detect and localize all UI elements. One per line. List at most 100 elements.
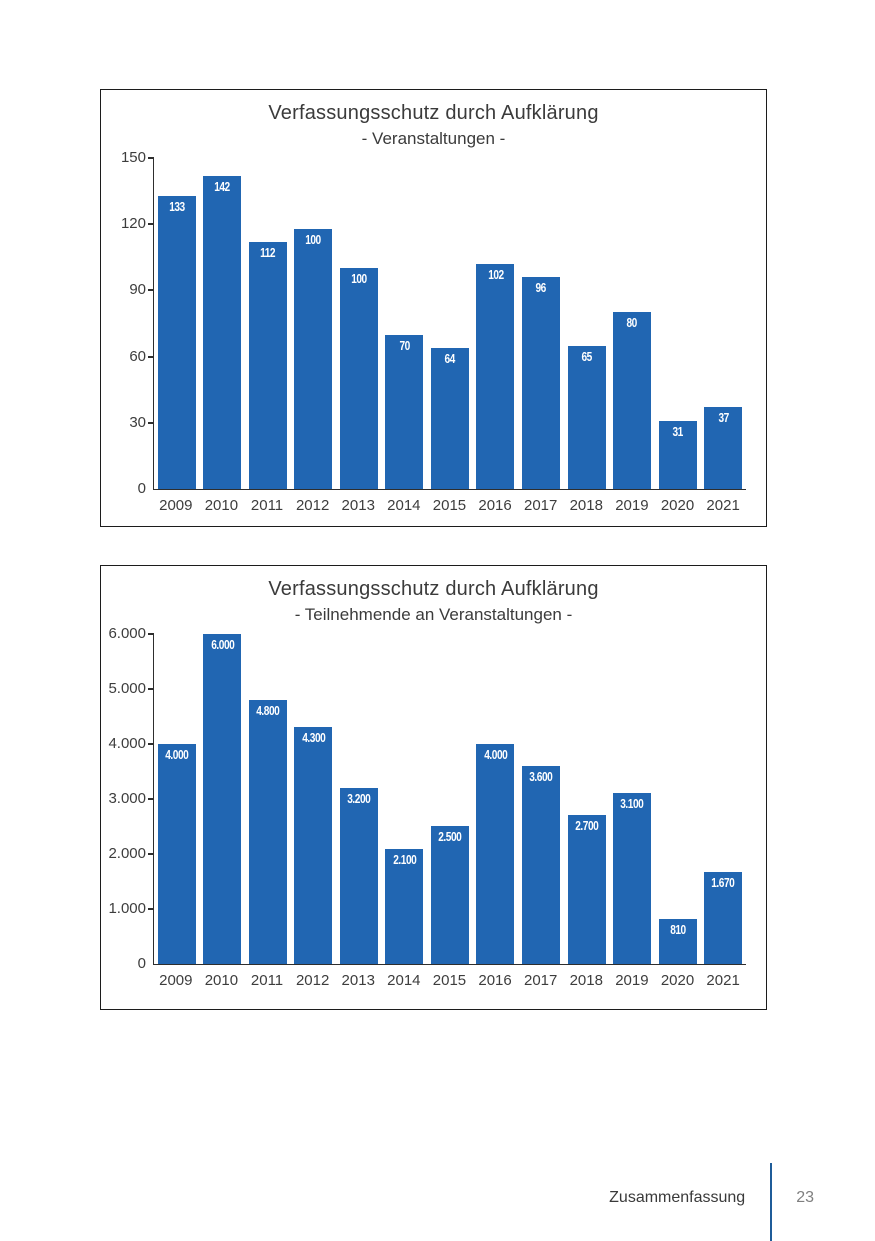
teilnehmende-chart: Verfassungsschutz durch Aufklärung - Tei… xyxy=(100,565,767,1010)
bar-value-label: 64 xyxy=(444,351,456,366)
footer-section-label: Zusammenfassung xyxy=(609,1189,746,1206)
y-axis-tick-label: 30 xyxy=(129,414,146,431)
bar-slot: 65 xyxy=(564,158,610,489)
x-axis-tick-label: 2012 xyxy=(295,497,330,514)
bar: 2.500 xyxy=(430,826,469,964)
bar-value-label: 6.000 xyxy=(210,637,235,652)
bar: 6.000 xyxy=(203,634,242,964)
x-axis-tick-label: 2017 xyxy=(523,972,558,989)
x-axis-tick-label: 2011 xyxy=(250,972,284,989)
bar: 2.700 xyxy=(567,815,606,964)
footer-divider xyxy=(770,1163,773,1241)
bar-slot: 112 xyxy=(245,158,291,489)
bar-value-label: 142 xyxy=(214,179,231,194)
bar: 4.000 xyxy=(476,744,515,964)
bar: 4.000 xyxy=(157,744,196,964)
chart-subtitle: - Teilnehmende an Veranstaltungen - xyxy=(294,605,573,624)
bar: 100 xyxy=(339,268,378,489)
bar: 810 xyxy=(658,919,697,964)
y-axis-tick-mark xyxy=(148,908,154,910)
bar-value-label: 112 xyxy=(260,245,276,260)
bar: 100 xyxy=(294,229,333,489)
bar-slot: 4.800 xyxy=(245,634,291,964)
y-axis-tick-label: 120 xyxy=(120,215,146,232)
plot-wrap: 133 142 112 100 100 70 64 102 96 65 80 31 37 0 30 60 90 1… xyxy=(121,149,746,515)
x-axis-tick-label: 2020 xyxy=(660,497,695,514)
x-axis-tick-label: 2020 xyxy=(660,972,695,989)
bar-value-label: 1.670 xyxy=(711,875,736,890)
y-axis-tick-label: 0 xyxy=(137,955,146,972)
bar-value-label: 70 xyxy=(399,338,410,353)
bar-slot: 102 xyxy=(473,158,519,489)
bar-slot: 100 xyxy=(291,158,337,489)
bar: 80 xyxy=(613,312,652,489)
bar: 4.300 xyxy=(294,727,333,964)
plot-area: 133 142 112 100 100 70 64 102 96 65 80 31 37 0 30 60 90 1… xyxy=(121,149,746,497)
y-axis-tick-mark xyxy=(148,422,154,424)
chart-title: Verfassungsschutz durch Aufklärung xyxy=(268,102,599,124)
y-axis-tick-label: 4.000 xyxy=(108,735,146,752)
x-axis-labels: 2009 2010 2011 2012 2013 2014 2015 2016 2017 2018… xyxy=(153,972,746,990)
y-axis-tick-label: 5.000 xyxy=(108,680,146,697)
plot-area: 4.000 6.000 4.800 4.300 3.200 2.100 2.500 4.000… xyxy=(108,625,746,972)
bar-value-label: 96 xyxy=(535,280,547,295)
y-axis-tick-mark xyxy=(148,157,154,159)
bar-value-label: 810 xyxy=(669,922,686,937)
bar-value-label: 102 xyxy=(487,267,504,282)
bar-slot: 4.000 xyxy=(473,634,519,964)
bar-slot: 6.000 xyxy=(200,634,246,964)
x-axis-tick-label: 2010 xyxy=(204,972,239,989)
bar-slot: 4.300 xyxy=(291,634,337,964)
bar: 96 xyxy=(522,277,561,489)
bar-value-label: 4.800 xyxy=(256,703,280,718)
bar-value-label: 4.300 xyxy=(301,730,326,745)
x-axis-tick-label: 2018 xyxy=(569,972,603,989)
bar-slot: 64 xyxy=(427,158,473,489)
x-axis-tick-label: 2019 xyxy=(615,497,649,514)
bar: 142 xyxy=(203,176,242,489)
bar-value-label: 4.000 xyxy=(483,747,508,762)
chart-subtitle: - Veranstaltungen - xyxy=(361,129,506,148)
y-axis-tick-label: 2.000 xyxy=(108,845,146,862)
bar-slot: 1.670 xyxy=(700,634,746,964)
x-axis-tick-label: 2014 xyxy=(387,972,421,989)
bar: 4.800 xyxy=(248,700,287,964)
x-axis-tick-label: 2011 xyxy=(250,497,284,514)
footer-page-number: 23 xyxy=(796,1189,814,1206)
bar-value-label: 80 xyxy=(626,315,638,330)
bar-slot: 133 xyxy=(154,158,200,489)
bar-slot: 3.100 xyxy=(609,634,655,964)
bar-slot: 3.600 xyxy=(518,634,564,964)
bar: 2.100 xyxy=(385,849,424,964)
y-axis-tick-mark xyxy=(148,633,154,635)
bar: 3.200 xyxy=(339,788,378,964)
bar-slot: 3.200 xyxy=(336,634,382,964)
x-axis-tick-label: 2013 xyxy=(341,972,375,989)
x-axis-tick-label: 2009 xyxy=(159,497,193,514)
y-axis-tick-label: 60 xyxy=(129,348,146,365)
bar-slot: 31 xyxy=(655,158,701,489)
y-axis-tick-label: 150 xyxy=(120,149,146,166)
bar: 31 xyxy=(658,421,697,489)
y-axis-tick-label: 90 xyxy=(129,281,146,298)
x-axis-tick-label: 2018 xyxy=(569,497,603,514)
x-axis-tick-label: 2010 xyxy=(204,497,239,514)
bar-slot: 2.500 xyxy=(427,634,473,964)
bar: 1.670 xyxy=(704,872,743,964)
bar-value-label: 3.600 xyxy=(529,769,553,784)
chart-title: Verfassungsschutz durch Aufklärung xyxy=(268,578,599,600)
x-axis-labels: 2009 2010 2011 2012 2013 2014 2015 2016 2017 2018… xyxy=(153,497,746,515)
bar: 64 xyxy=(430,348,469,489)
bar-slot: 96 xyxy=(518,158,564,489)
y-axis-tick-mark xyxy=(148,223,154,225)
bar-value-label: 133 xyxy=(169,199,185,214)
bar-value-label: 31 xyxy=(672,424,683,439)
y-axis-tick-label: 1.000 xyxy=(108,900,146,917)
bar: 3.600 xyxy=(522,766,561,964)
bar-value-label: 65 xyxy=(581,349,592,364)
x-axis-tick-label: 2016 xyxy=(478,497,512,514)
bar-value-label: 37 xyxy=(717,410,729,425)
bar-slot: 4.000 xyxy=(154,634,200,964)
y-axis-tick-label: 6.000 xyxy=(108,625,146,642)
bar: 133 xyxy=(157,196,196,489)
